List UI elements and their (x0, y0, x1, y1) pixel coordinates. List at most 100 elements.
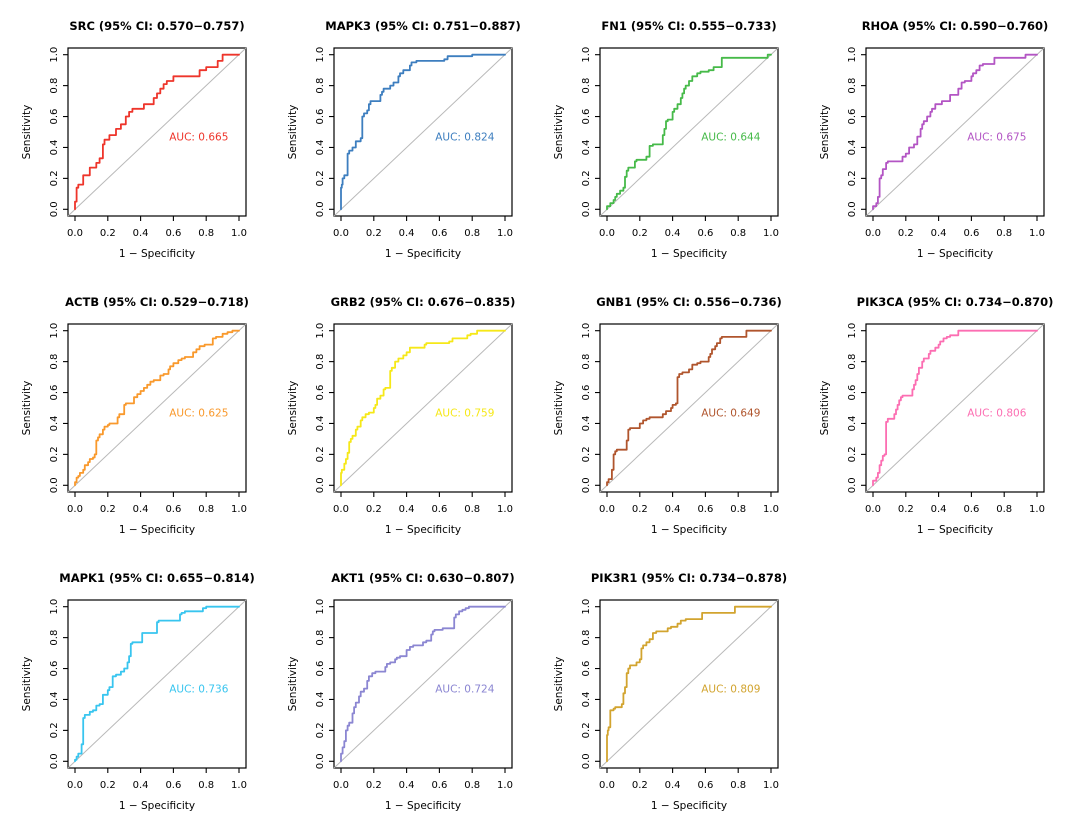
y-tick-label: 0.0 (49, 201, 60, 217)
roc-curve (872, 329, 1038, 487)
y-tick-label: 0.8 (315, 78, 326, 94)
auc-label: AUC: 0.665 (169, 132, 228, 144)
y-tick-label: 0.8 (49, 354, 60, 370)
y-tick-label: 0.8 (581, 354, 592, 370)
auc-label: AUC: 0.644 (701, 132, 760, 144)
plot-box (333, 47, 513, 217)
x-tick-label: 0.6 (165, 228, 181, 239)
x-tick-label: 0.2 (898, 228, 914, 239)
y-tick-label: 0.2 (847, 446, 858, 462)
x-tick-label: 0.4 (399, 228, 415, 239)
y-tick-label: 1.0 (49, 47, 60, 63)
x-tick-label: 0.8 (464, 780, 480, 791)
x-tick-label: 1.0 (497, 228, 513, 239)
y-tick-label: 0.6 (49, 109, 60, 125)
x-tick-label: 0.8 (464, 504, 480, 515)
x-tick-label: 0.2 (100, 504, 116, 515)
auc-label: AUC: 0.625 (169, 408, 228, 420)
x-tick-label: 0.0 (865, 504, 881, 515)
y-tick-label: 0.4 (49, 416, 60, 432)
x-tick-label: 0.0 (865, 228, 881, 239)
x-tick-label: 0.0 (599, 228, 615, 239)
y-tick-label: 0.2 (581, 446, 592, 462)
y-tick-label: 0.4 (847, 416, 858, 432)
y-tick-label: 1.0 (49, 323, 60, 339)
roc-cell-mapk3: MAPK3 (95% CI: 0.751−0.887) 0.0 0.0 0.2 0.2 0… (266, 0, 532, 276)
roc-cell-rhoa: RHOA (95% CI: 0.590−0.760) 0.0 0.0 0.2 0.2 0.… (798, 0, 1064, 276)
y-tick-label: 0.8 (315, 354, 326, 370)
y-tick-label: 0.2 (315, 170, 326, 186)
y-tick-label: 1.0 (581, 599, 592, 615)
panel-title: GNB1 (95% CI: 0.556−0.736) (596, 295, 782, 309)
y-axis-label: Sensitivity (553, 105, 565, 160)
x-tick-label: 0.8 (198, 780, 214, 791)
panel-title: AKT1 (95% CI: 0.630−0.807) (331, 571, 514, 585)
y-tick-label: 0.2 (315, 722, 326, 738)
roc-curve (74, 329, 240, 487)
x-tick-label: 0.8 (464, 228, 480, 239)
panel-title: MAPK3 (95% CI: 0.751−0.887) (325, 19, 520, 33)
roc-panel-actb: ACTB (95% CI: 0.529−0.718) 0.0 0.0 0.2 0.2 0.… (21, 295, 249, 536)
x-tick-label: 0.2 (898, 504, 914, 515)
y-tick-label: 0.8 (315, 630, 326, 646)
y-tick-label: 0.4 (315, 416, 326, 432)
roc-cell-grb2: GRB2 (95% CI: 0.676−0.835) 0.0 0.0 0.2 0.2 0.… (266, 276, 532, 552)
y-axis-label: Sensitivity (287, 105, 299, 160)
roc-curve (340, 53, 506, 211)
y-tick-label: 0.6 (847, 385, 858, 401)
x-tick-label: 0.0 (333, 228, 349, 239)
auc-label: AUC: 0.675 (967, 132, 1026, 144)
y-tick-label: 1.0 (315, 599, 326, 615)
empty-cell (798, 552, 1064, 828)
y-tick-label: 0.0 (49, 477, 60, 493)
roc-panel-fn1: FN1 (95% CI: 0.555−0.733) 0.0 0.0 0.2 0.2 0.4… (553, 19, 779, 260)
y-tick-label: 0.2 (315, 446, 326, 462)
x-tick-label: 0.4 (399, 780, 415, 791)
y-tick-label: 1.0 (581, 323, 592, 339)
roc-curve (340, 605, 506, 763)
x-axis-label: 1 − Specificity (917, 248, 993, 260)
x-tick-label: 1.0 (763, 228, 779, 239)
x-tick-label: 0.6 (165, 504, 181, 515)
x-tick-label: 0.0 (67, 504, 83, 515)
y-tick-label: 0.4 (315, 140, 326, 156)
y-axis-label: Sensitivity (287, 657, 299, 712)
y-tick-label: 0.4 (581, 692, 592, 708)
x-tick-label: 0.0 (67, 780, 83, 791)
diagonal-reference-line (865, 47, 1045, 217)
y-tick-label: 0.4 (847, 140, 858, 156)
x-axis-label: 1 − Specificity (917, 524, 993, 536)
x-tick-label: 1.0 (497, 780, 513, 791)
x-axis-label: 1 − Specificity (385, 524, 461, 536)
x-tick-label: 0.4 (133, 504, 149, 515)
y-tick-label: 0.0 (847, 477, 858, 493)
roc-cell-fn1: FN1 (95% CI: 0.555−0.733) 0.0 0.0 0.2 0.2 0.4… (532, 0, 798, 276)
roc-cell-gnb1: GNB1 (95% CI: 0.556−0.736) 0.0 0.0 0.2 0.2 0.… (532, 276, 798, 552)
diagonal-reference-line (67, 323, 247, 493)
plot-box (67, 47, 247, 217)
x-tick-label: 0.2 (632, 504, 648, 515)
roc-cell-pik3ca: PIK3CA (95% CI: 0.734−0.870) 0.0 0.0 0.2 0.2… (798, 276, 1064, 552)
panel-title: GRB2 (95% CI: 0.676−0.835) (331, 295, 516, 309)
y-tick-label: 0.4 (581, 416, 592, 432)
y-tick-label: 0.2 (49, 722, 60, 738)
y-tick-label: 0.4 (581, 140, 592, 156)
y-tick-label: 1.0 (49, 599, 60, 615)
x-tick-label: 0.8 (996, 504, 1012, 515)
x-axis-label: 1 − Specificity (119, 248, 195, 260)
x-tick-label: 0.4 (399, 504, 415, 515)
roc-panel-rhoa: RHOA (95% CI: 0.590−0.760) 0.0 0.0 0.2 0.2 0.… (819, 19, 1048, 260)
y-tick-label: 0.8 (847, 78, 858, 94)
roc-cell-akt1: AKT1 (95% CI: 0.630−0.807) 0.0 0.0 0.2 0.2 0.… (266, 552, 532, 828)
roc-panel-src: SRC (95% CI: 0.570−0.757) 0.0 0.0 0.2 0.2 0.4… (21, 19, 247, 260)
y-tick-label: 0.4 (49, 692, 60, 708)
y-tick-label: 0.0 (49, 753, 60, 769)
roc-panel-grb2: GRB2 (95% CI: 0.676−0.835) 0.0 0.0 0.2 0.2 0.… (287, 295, 516, 536)
x-tick-label: 0.2 (366, 780, 382, 791)
roc-cell-mapk1: MAPK1 (95% CI: 0.655−0.814) 0.0 0.0 0.2 0.2 0… (0, 552, 266, 828)
y-tick-label: 0.6 (315, 661, 326, 677)
x-tick-label: 0.4 (133, 780, 149, 791)
y-tick-label: 0.2 (49, 446, 60, 462)
y-tick-label: 0.0 (315, 201, 326, 217)
plot-box (865, 47, 1045, 217)
